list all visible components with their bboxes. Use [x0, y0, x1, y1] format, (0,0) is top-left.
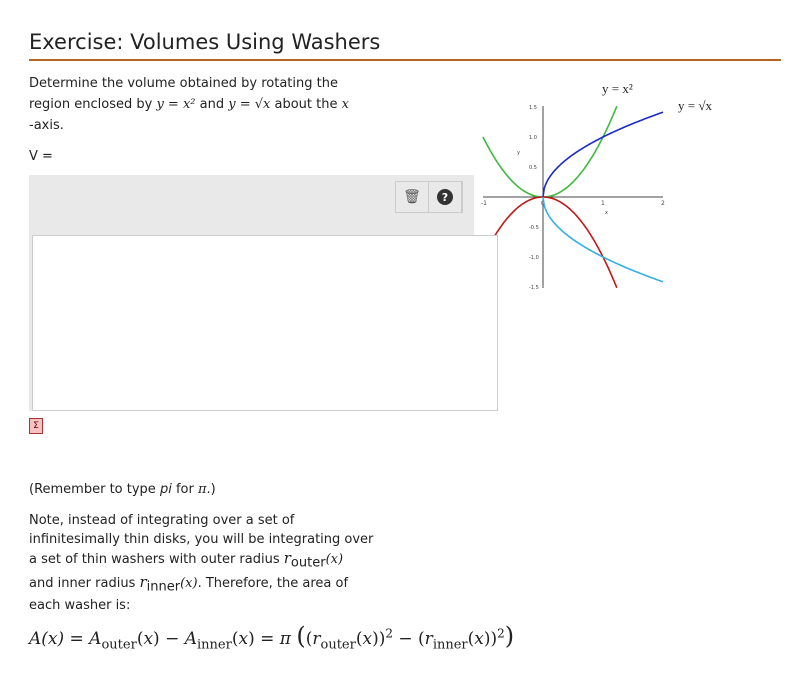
text: (Remember to type	[29, 482, 160, 497]
curve-sqrtx	[542, 196, 664, 283]
x-tick-label: 0	[541, 200, 545, 207]
fx: (x)	[180, 575, 198, 591]
x-axis-label: x	[605, 210, 608, 216]
equation-root: y = √x	[228, 97, 271, 112]
note-line: infinitesimally thin disks, you will be …	[29, 532, 374, 547]
note-line: each washer is:	[29, 598, 131, 614]
graph: -1 0 1 2 1.5 1.0 0.5 -0.5 -1.0 -1.5 y = x² y = √x y x	[474, 70, 734, 295]
sub: inner	[146, 579, 181, 595]
x-tick-label: 1	[601, 200, 605, 207]
washer-area-formula: A(x) = Aouter(x) − Ainner(x) = π ((route…	[29, 622, 515, 653]
problem-statement: Determine the volume obtained by rotatin…	[29, 73, 469, 136]
text: .)	[206, 482, 216, 497]
y-tick-label: -0.5	[529, 225, 539, 231]
answer-input[interactable]	[32, 235, 498, 411]
equation-parabola: y = x²	[156, 97, 196, 112]
curve-sqrtx	[542, 111, 664, 198]
r-inner: r	[139, 572, 147, 591]
pi-symbol: π	[197, 482, 207, 497]
pi-text: pi	[159, 482, 172, 497]
prompt-line: Determine the volume obtained by rotatin…	[29, 76, 338, 91]
reminder: (Remember to type pi for π.)	[29, 479, 216, 500]
text: region enclosed by	[29, 97, 157, 112]
note-line: a set of thin washers with outer radius …	[29, 549, 409, 573]
answer-label: V =	[29, 149, 53, 164]
label-parabola: y = x²	[602, 81, 633, 96]
text: a set of thin washers with outer radius	[29, 552, 284, 567]
prompt-line: -axis.	[29, 118, 64, 133]
text: about the	[270, 97, 342, 112]
y-tick-label: -1.5	[529, 285, 539, 291]
note: Note, instead of integrating over a set …	[29, 511, 409, 615]
fx: (x)	[325, 552, 344, 567]
text: and	[195, 97, 229, 112]
page-title: Exercise: Volumes Using Washers	[29, 30, 381, 54]
equation-editor-icon[interactable]: Σ	[29, 418, 43, 434]
sub: outer	[290, 555, 326, 571]
y-tick-label: 0.5	[529, 165, 537, 171]
r-outer: r	[283, 549, 291, 567]
label-root: y = √x	[678, 98, 712, 113]
y-tick-label: 1.5	[529, 105, 537, 111]
trash-icon[interactable]: 🗑	[396, 182, 429, 212]
title-divider	[29, 59, 781, 61]
prompt-line: region enclosed by y = x² and y = √x abo…	[29, 94, 469, 115]
formula-lhs: A(x) = A	[29, 629, 102, 649]
curve-x	[482, 105, 618, 198]
curve-x	[494, 196, 618, 289]
x-tick-label: -1	[481, 200, 487, 207]
text: and inner radius	[29, 575, 140, 591]
x-tick-label: 2	[661, 200, 665, 207]
editor-toolbar: 🗑 ?	[395, 181, 463, 213]
note-line: and inner radius rinner(x). Therefore, t…	[29, 573, 409, 597]
note-line: Note, instead of integrating over a set …	[29, 513, 295, 528]
y-axis-label: y	[517, 150, 520, 156]
text: for	[171, 482, 198, 497]
help-button[interactable]: ?	[429, 182, 462, 212]
question-icon: ?	[437, 189, 453, 205]
text: . Therefore, the area of	[197, 575, 349, 591]
var-x: x	[341, 97, 349, 112]
y-tick-label: -1.0	[529, 255, 539, 261]
y-tick-label: 1.0	[529, 135, 537, 141]
